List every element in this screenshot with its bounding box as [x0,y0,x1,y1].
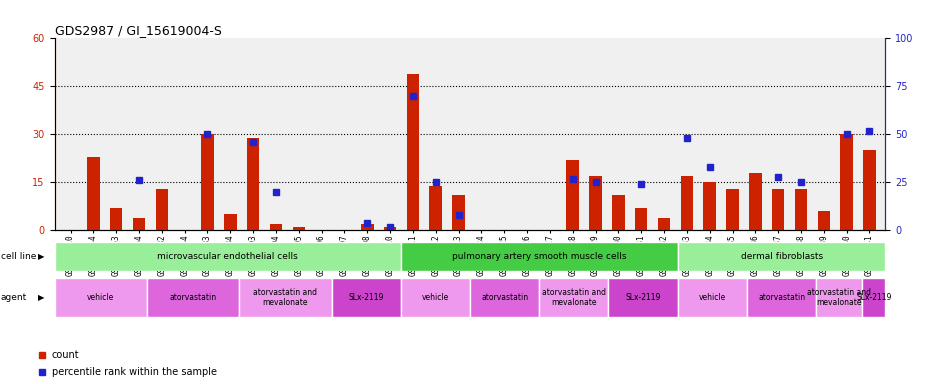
Bar [133,218,146,230]
Bar [55,278,147,317]
Text: microvascular endothelial cells: microvascular endothelial cells [157,252,298,261]
Text: atorvastatin: atorvastatin [758,293,806,302]
Text: vehicle: vehicle [87,293,115,302]
Bar [612,195,625,230]
Bar [863,151,876,230]
Bar [862,278,885,317]
Bar [681,176,693,230]
Text: atorvastatin and
mevalonate: atorvastatin and mevalonate [807,288,871,307]
Bar [749,173,761,230]
Bar [816,278,862,317]
Bar [608,278,678,317]
Bar [727,189,739,230]
Text: SLx-2119: SLx-2119 [349,293,384,302]
Bar [747,278,816,317]
Bar [794,189,807,230]
Text: atorvastatin and
mevalonate: atorvastatin and mevalonate [541,288,606,307]
Text: agent: agent [1,293,27,302]
Text: SLx-2119: SLx-2119 [625,293,661,302]
Text: vehicle: vehicle [422,293,449,302]
Bar [201,134,213,230]
Bar [678,242,885,271]
Bar [400,242,678,271]
Bar [703,182,716,230]
Bar [55,242,400,271]
Text: ▶: ▶ [38,252,44,261]
Text: ▶: ▶ [38,293,44,302]
Bar [155,189,168,230]
Text: atorvastatin and
mevalonate: atorvastatin and mevalonate [254,288,318,307]
Bar [400,278,470,317]
Bar [452,195,465,230]
Bar [567,160,579,230]
Bar [87,157,100,230]
Text: cell line: cell line [1,252,37,261]
Bar [239,278,332,317]
Text: atorvastatin: atorvastatin [169,293,216,302]
Bar [147,278,239,317]
Bar [589,176,602,230]
Bar [332,278,400,317]
Bar [540,278,608,317]
Bar [430,185,442,230]
Text: SLx-2119: SLx-2119 [856,293,892,302]
Bar [840,134,853,230]
Bar [270,224,282,230]
Bar [247,137,259,230]
Bar [634,208,648,230]
Bar [818,211,830,230]
Text: pulmonary artery smooth muscle cells: pulmonary artery smooth muscle cells [452,252,626,261]
Bar [224,214,237,230]
Bar [384,227,397,230]
Text: vehicle: vehicle [698,293,726,302]
Bar [292,227,306,230]
Text: dermal fibroblasts: dermal fibroblasts [741,252,822,261]
Text: atorvastatin: atorvastatin [481,293,528,302]
Bar [658,218,670,230]
Bar [361,224,373,230]
Bar [110,208,122,230]
Text: count: count [52,350,79,360]
Text: GDS2987 / GI_15619004-S: GDS2987 / GI_15619004-S [55,24,222,37]
Bar [772,189,785,230]
Bar [470,278,540,317]
Text: percentile rank within the sample: percentile rank within the sample [52,367,217,377]
Bar [407,74,419,230]
Bar [678,278,747,317]
